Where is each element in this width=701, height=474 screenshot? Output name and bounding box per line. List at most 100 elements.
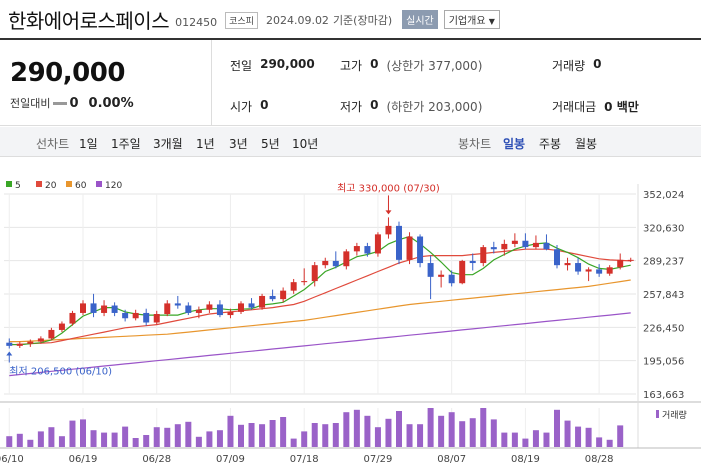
volume-bar xyxy=(438,415,445,447)
volume-bar xyxy=(16,433,23,447)
y-tick-label: 289,237 xyxy=(643,257,684,268)
volume-stat: 거래량 0 xyxy=(552,57,601,74)
volume-bar xyxy=(448,412,455,447)
candle-body xyxy=(259,295,266,308)
candle-body xyxy=(37,338,44,342)
candle-body xyxy=(48,329,55,339)
candle-body xyxy=(311,265,318,282)
volume-bar xyxy=(427,408,434,447)
high-value: 0 xyxy=(370,57,379,71)
open-price: 시가 0 xyxy=(230,98,268,115)
tab-10y[interactable]: 10년 xyxy=(292,137,319,151)
high-arrow-head xyxy=(385,210,392,215)
candle-body xyxy=(627,259,634,261)
tab-monthly[interactable]: 월봉 xyxy=(575,137,598,151)
volume-bar xyxy=(490,419,497,447)
volume-bar xyxy=(27,439,34,447)
low-price: 저가 0 (하한가 203,000) xyxy=(340,98,482,115)
volume-bar xyxy=(522,438,529,447)
volume-stat-label: 거래량 xyxy=(552,59,586,73)
candle-body xyxy=(69,312,76,324)
x-tick-label: 06/28 xyxy=(142,454,171,465)
candle-body xyxy=(122,312,129,319)
prev-close-value: 290,000 xyxy=(260,57,315,71)
volume-bar xyxy=(248,423,255,447)
volume-bar xyxy=(417,424,424,447)
candle-body xyxy=(459,260,466,284)
volume-bar xyxy=(606,439,613,447)
candle-body xyxy=(417,236,424,264)
company-info-dropdown[interactable]: 기업개요 ▼ xyxy=(443,9,500,29)
candle-body xyxy=(280,290,287,300)
volume-bar xyxy=(596,437,603,447)
tab-3y[interactable]: 3년 xyxy=(229,137,248,151)
amount-label: 거래대금 xyxy=(552,100,597,114)
candle-body xyxy=(153,314,160,323)
volume-bar xyxy=(332,423,339,447)
candle-body xyxy=(206,304,213,310)
volume-bar xyxy=(374,427,381,447)
candle-body xyxy=(248,303,255,308)
legend-swatch xyxy=(96,181,102,187)
volume-bar xyxy=(6,436,13,447)
candle-body xyxy=(195,309,202,313)
chevron-down-icon: ▼ xyxy=(488,16,495,26)
ma20-line xyxy=(9,248,631,346)
tab-1d[interactable]: 1일 xyxy=(79,137,98,151)
lower-limit: (하한가 203,000) xyxy=(386,100,483,114)
candle-body xyxy=(596,269,603,274)
tab-daily[interactable]: 일봉 xyxy=(503,137,526,151)
volume-bar xyxy=(206,431,213,447)
volume-bar xyxy=(37,431,44,447)
volume-bar xyxy=(364,415,371,447)
y-tick-label: 163,663 xyxy=(643,390,684,401)
volume-bar xyxy=(532,430,539,447)
candle-body xyxy=(343,251,350,267)
volume-bar xyxy=(227,415,234,447)
volume-bar xyxy=(385,418,392,447)
low-arrow-head xyxy=(6,351,13,356)
volume-bar xyxy=(406,424,413,447)
volume-bar xyxy=(322,424,329,447)
realtime-button[interactable]: 실시간 xyxy=(402,9,438,29)
market-badge: 코스피 xyxy=(225,11,258,29)
high-annotation: 최고 330,000 (07/30) xyxy=(337,182,440,194)
candle-body xyxy=(406,236,413,260)
open-value: 0 xyxy=(260,98,269,112)
price-chart[interactable]: 5 20 60 120 352,024 320,630 289,237 257,843 226,… xyxy=(0,172,701,474)
candle-body xyxy=(511,240,518,244)
candle-body xyxy=(427,263,434,277)
tab-3m[interactable]: 3개월 xyxy=(153,137,183,151)
candle-body xyxy=(585,269,592,272)
volume-bar xyxy=(617,425,624,447)
volume-legend-label: 거래량 xyxy=(662,409,687,421)
stock-code: 012450 xyxy=(175,15,218,29)
tab-5y[interactable]: 5년 xyxy=(261,137,280,151)
candle-body xyxy=(101,305,108,313)
candle-body xyxy=(111,305,118,313)
quote-date: 2024.09.02 xyxy=(265,13,329,27)
tab-1w[interactable]: 1주일 xyxy=(111,137,141,151)
candle-body xyxy=(90,303,97,313)
candle-body xyxy=(332,260,339,267)
volume-bar xyxy=(259,424,266,447)
volume-bar xyxy=(396,411,402,447)
ma5-line xyxy=(9,235,631,346)
volume-bar xyxy=(501,432,508,447)
ma60-line xyxy=(9,279,631,343)
candle-body xyxy=(364,246,371,254)
legend-label: 120 xyxy=(105,181,122,191)
price-change: 전일대비 0 0.00% xyxy=(10,95,134,111)
x-tick-label: 07/09 xyxy=(216,454,245,465)
volume-bar xyxy=(185,421,192,447)
candle-body xyxy=(575,263,582,272)
volume-bar xyxy=(459,421,466,447)
candle-body xyxy=(27,341,34,344)
tab-weekly[interactable]: 주봉 xyxy=(539,137,562,151)
candle-body xyxy=(448,274,455,284)
candle-body xyxy=(617,259,624,268)
tab-1y[interactable]: 1년 xyxy=(196,137,215,151)
volume-bar xyxy=(585,427,592,447)
candle-body xyxy=(58,323,65,330)
current-price: 290,000 xyxy=(10,58,125,88)
